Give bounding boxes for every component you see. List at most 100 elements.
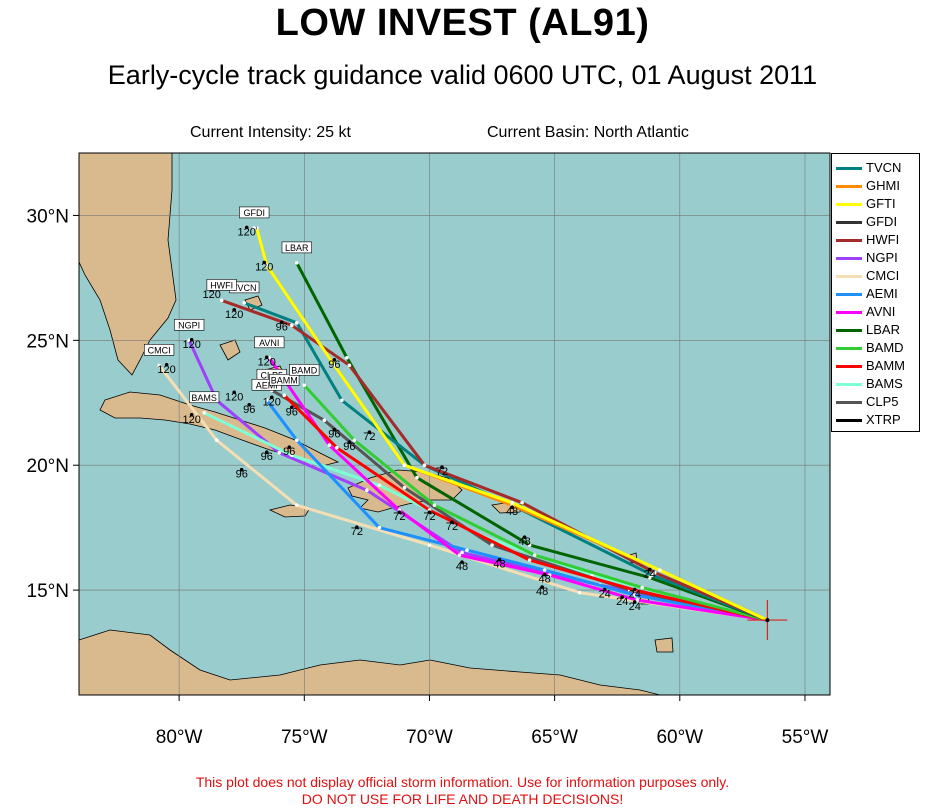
track-tag: BAMM [271,375,298,385]
hour-label: 96 [243,404,255,416]
hour-label: 24 [644,569,656,581]
hour-point [460,560,464,564]
storm-marker [747,600,788,641]
hour-point [522,535,527,539]
page-title: LOW INVEST (AL91) [275,2,650,44]
legend-swatch [836,167,862,170]
hour-point [367,430,372,435]
hour-point [287,445,292,450]
hour-point [189,412,194,417]
hour-point [264,355,269,360]
legend-swatch [836,293,862,296]
track-point [465,548,469,552]
track-lbar [295,262,768,622]
storm-center [765,618,770,623]
hour-label: 120 [255,261,273,273]
track-point [635,598,640,602]
track-labels: CMCINGPIBAMSCLP5AEMIAVNIBAMMBAMDLBARTVCN… [144,206,320,404]
hour-point [647,567,652,572]
hour-point [510,505,514,509]
track-point [294,438,299,443]
hour-point [632,600,637,604]
track-bamm [283,394,768,622]
hour-label: 120 [225,309,243,321]
hour-point [540,585,544,589]
track-tag: AVNI [259,338,279,348]
land-florida [78,152,177,376]
track-tag: GFDI [243,208,265,218]
hour-point [542,572,547,577]
legend-label: BAMD [866,340,904,355]
track-point [302,383,307,388]
hour-label: 72 [351,526,363,538]
hour-label: 120 [182,339,200,351]
track-point [252,226,257,230]
hour-label: 120 [182,414,200,426]
track-point [219,298,224,303]
lon-tick-label: 80°W [156,727,203,748]
hour-label: 96 [261,451,273,463]
legend-swatch [836,185,862,188]
track-point [294,261,299,265]
legend-label: GFDI [866,214,898,229]
legend-label: HWFI [866,232,900,247]
land-south-america [78,629,661,696]
hour-label: 96 [328,359,340,371]
track-point [652,570,657,575]
track-point [202,410,206,415]
axis-labels: 80°W 75°W 70°W 65°W 60°W 55°W 30°N 25°N 20°N 15°N [27,206,829,748]
track-point [289,323,294,328]
hour-label: 72 [446,521,458,533]
track-point [294,321,299,325]
track-tag: CMCI [148,345,171,355]
track-point [377,525,382,530]
hour-label: 24 [599,589,611,601]
hour-point [332,427,337,432]
hour-point [269,395,274,400]
hour-label: 120 [225,391,243,403]
legend-label: BAMM [866,358,905,373]
track-point [532,553,537,557]
legend-swatch [836,329,862,332]
legend-label: TVCN [866,160,902,175]
hour-point [632,587,637,592]
legend-label: LBAR [866,322,900,337]
track-cmci [157,364,768,622]
land-bahamas-1 [219,339,241,361]
hour-point [602,587,607,592]
legend-swatch [836,401,862,404]
track-point [377,483,382,487]
track-point [527,558,532,562]
hour-label: 48 [506,506,518,518]
legend-label: GHMI [866,178,900,193]
track-tag-box [269,373,300,386]
track-point [427,543,432,547]
hour-point [232,308,237,312]
page-subtitle: Early-cycle track guidance valid 0600 UT… [107,60,818,90]
lon-tick-label: 65°W [531,727,578,748]
hour-point [279,320,284,325]
track-point [490,543,494,547]
hour-label: 120 [202,289,220,301]
hour-label: 48 [536,586,548,598]
track-point [422,463,427,468]
hour-label: 96 [286,406,298,418]
hour-label: 120 [258,356,276,368]
track-point [457,553,462,557]
track-point [347,363,352,368]
track-point [352,438,357,443]
hour-label: 96 [328,429,340,441]
hour-point [332,358,337,362]
track-tag: TVCN [232,283,257,293]
hour-label: 48 [518,536,530,548]
lat-tick-label: 25°N [27,331,69,352]
map-frame [78,152,831,696]
track-point [432,503,437,507]
track-point [345,356,349,360]
legend-swatch [836,365,862,368]
track-tag-box [254,336,285,349]
track-tag: NGPI [178,320,200,330]
current-intensity: Current Intensity: 25 kt [190,124,351,141]
track-point [282,393,287,398]
